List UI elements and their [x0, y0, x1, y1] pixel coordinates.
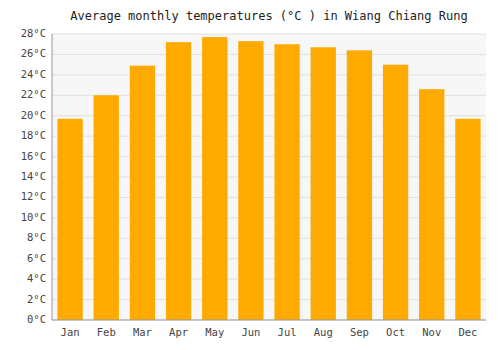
- y-tick-label: 8°C: [27, 231, 46, 243]
- y-tick-label: 6°C: [27, 252, 46, 264]
- grid-line: [52, 320, 486, 321]
- bar: [57, 119, 82, 320]
- y-tick-label: 12°C: [21, 190, 46, 202]
- x-tick-label: May: [205, 326, 224, 338]
- y-tick-label: 26°C: [21, 47, 46, 59]
- y-tick-label: 18°C: [21, 129, 46, 141]
- x-tick-label: Dec: [458, 326, 477, 338]
- bar: [383, 65, 408, 320]
- grid-line: [52, 34, 486, 35]
- bars: [57, 37, 480, 320]
- y-tick-label: 10°C: [21, 211, 46, 223]
- x-tick-label: Jan: [61, 326, 80, 338]
- x-tick-label: Apr: [169, 326, 188, 338]
- bar: [202, 37, 227, 320]
- y-tick-label: 22°C: [21, 88, 46, 100]
- x-tick-label: Oct: [386, 326, 405, 338]
- grid: [52, 34, 486, 320]
- y-axis-line: [52, 34, 53, 320]
- y-tick-label: 2°C: [27, 293, 46, 305]
- bar: [311, 47, 336, 320]
- y-tick-label: 0°C: [27, 313, 46, 325]
- y-tick-label: 28°C: [21, 27, 46, 39]
- y-tick-label: 24°C: [21, 68, 46, 80]
- bar: [166, 42, 191, 320]
- plot-area: [52, 34, 486, 320]
- y-tick-label: 20°C: [21, 109, 46, 121]
- y-tick-label: 16°C: [21, 150, 46, 162]
- x-tick-label: Feb: [97, 326, 116, 338]
- y-tick-label: 14°C: [21, 170, 46, 182]
- chart: 0°C 2°C 4°C 6°C 8°C 10°C 12°C 14°C 16°C 18°C 20°C 2…: [0, 0, 500, 350]
- x-axis: Jan Feb Mar Apr May Jun Jul Aug Sep Oct Nov Dec: [61, 326, 478, 338]
- bar: [455, 119, 480, 320]
- x-tick-label: Jul: [278, 326, 297, 338]
- x-tick-label: Mar: [133, 326, 152, 338]
- grid-line: [52, 54, 486, 55]
- x-axis-line: [52, 320, 486, 321]
- y-axis: 0°C 2°C 4°C 6°C 8°C 10°C 12°C 14°C 16°C 18°C 20°C 2…: [21, 27, 46, 325]
- x-tick-label: Jun: [241, 326, 260, 338]
- y-tick-label: 4°C: [27, 272, 46, 284]
- title: Average monthly temperatures (°C ) in Wi…: [70, 9, 467, 23]
- bar: [274, 44, 299, 320]
- bar: [347, 50, 372, 320]
- bar: [419, 89, 444, 320]
- bar: [130, 66, 155, 320]
- x-tick-label: Nov: [422, 326, 441, 338]
- x-tick-label: Aug: [314, 326, 333, 338]
- grid-line: [52, 74, 486, 75]
- bar: [238, 41, 263, 320]
- bar: [94, 95, 119, 320]
- x-tick-label: Sep: [350, 326, 369, 338]
